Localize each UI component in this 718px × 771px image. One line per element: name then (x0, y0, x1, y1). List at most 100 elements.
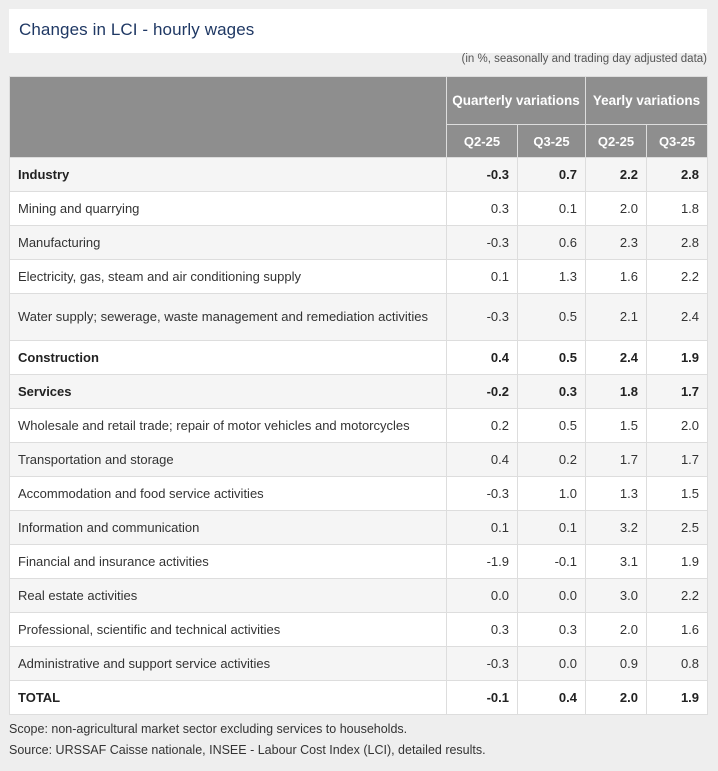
row-value: 0.8 (645, 646, 709, 681)
table-row: Water supply; sewerage, waste management… (9, 293, 709, 341)
row-value: 0.1 (446, 259, 518, 294)
row-label: TOTAL (9, 680, 447, 715)
header-col-quarterly-q2: Q2-25 (446, 124, 518, 158)
row-label: Financial and insurance activities (9, 544, 447, 579)
row-label: Services (9, 374, 447, 409)
table-row: Information and communication 0.1 0.1 3.2 2.… (9, 510, 709, 545)
row-value: 2.8 (645, 225, 709, 260)
row-value: 0.3 (446, 612, 518, 647)
header-empty-cell (9, 76, 447, 158)
row-value: 3.1 (585, 544, 647, 579)
table-body: Industry -0.3 0.7 2.2 2.8 Mining and quarryin… (9, 157, 709, 715)
row-value: 1.7 (645, 374, 709, 409)
scope-note: Scope: non-agricultural market sector ex… (9, 722, 408, 736)
row-value: -1.9 (446, 544, 518, 579)
row-value: 1.8 (585, 374, 647, 409)
row-value: 2.0 (585, 680, 647, 715)
row-label: Electricity, gas, steam and air conditio… (9, 259, 447, 294)
row-label: Information and communication (9, 510, 447, 545)
row-label: Administrative and support service activ… (9, 646, 447, 681)
row-value: 2.3 (585, 225, 647, 260)
header-col-yearly-q2: Q2-25 (585, 124, 647, 158)
row-value: 0.1 (517, 510, 586, 545)
row-value: -0.2 (446, 374, 518, 409)
row-label: Wholesale and retail trade; repair of mo… (9, 408, 447, 443)
row-value: 1.9 (645, 680, 709, 715)
row-value: 1.6 (645, 612, 709, 647)
row-value: 1.9 (645, 340, 709, 375)
row-value: 1.9 (645, 544, 709, 579)
row-value: 1.7 (645, 442, 709, 477)
row-value: -0.1 (517, 544, 586, 579)
table-row: Wholesale and retail trade; repair of mo… (9, 408, 709, 443)
table-row: Accommodation and food service activitie… (9, 476, 709, 511)
table-row: Electricity, gas, steam and air conditio… (9, 259, 709, 294)
row-value: 0.1 (446, 510, 518, 545)
row-value: 0.0 (446, 578, 518, 613)
header-col-yearly-q3: Q3-25 (645, 124, 709, 158)
row-value: 1.3 (585, 476, 647, 511)
row-label: Industry (9, 157, 447, 192)
row-label: Mining and quarrying (9, 191, 447, 226)
title-panel: Changes in LCI - hourly wages (9, 9, 707, 53)
table-row: Administrative and support service activ… (9, 646, 709, 681)
footnotes: Scope: non-agricultural market sector ex… (9, 719, 486, 761)
row-value: -0.3 (446, 476, 518, 511)
row-value: 3.0 (585, 578, 647, 613)
row-value: 0.4 (446, 340, 518, 375)
row-value: 0.5 (517, 340, 586, 375)
table-row: Financial and insurance activities -1.9 -0… (9, 544, 709, 579)
row-value: 0.3 (517, 612, 586, 647)
row-value: 1.6 (585, 259, 647, 294)
row-value: 2.1 (585, 293, 647, 341)
row-value: 1.7 (585, 442, 647, 477)
page-title: Changes in LCI - hourly wages (19, 20, 255, 39)
row-value: -0.3 (446, 225, 518, 260)
table-row: Professional, scientific and technical a… (9, 612, 709, 647)
row-value: 0.4 (446, 442, 518, 477)
row-value: 0.3 (517, 374, 586, 409)
header-group-yearly: Yearly variations (584, 76, 709, 125)
row-label: Transportation and storage (9, 442, 447, 477)
table-row: Real estate activities 0.0 0.0 3.0 2.2 (9, 578, 709, 613)
table-row: Manufacturing -0.3 0.6 2.3 2.8 (9, 225, 709, 260)
row-value: 1.0 (517, 476, 586, 511)
row-value: 0.3 (446, 191, 518, 226)
row-value: -0.3 (446, 157, 518, 192)
row-value: 0.9 (585, 646, 647, 681)
lci-table: Quarterly variations Yearly variations Q… (9, 76, 709, 715)
row-value: 3.2 (585, 510, 647, 545)
row-value: 0.2 (517, 442, 586, 477)
row-value: 1.8 (645, 191, 709, 226)
row-value: 1.5 (645, 476, 709, 511)
row-value: -0.3 (446, 293, 518, 341)
row-value: 1.5 (585, 408, 647, 443)
row-value: 0.6 (517, 225, 586, 260)
row-value: 0.2 (446, 408, 518, 443)
row-value: 0.0 (517, 646, 586, 681)
header-group-quarterly: Quarterly variations (446, 76, 586, 125)
row-value: 0.5 (517, 408, 586, 443)
row-label: Water supply; sewerage, waste management… (9, 293, 447, 341)
header-col-quarterly-q3: Q3-25 (517, 124, 586, 158)
row-value: 2.8 (645, 157, 709, 192)
row-value: 2.0 (585, 612, 647, 647)
table-row: Services -0.2 0.3 1.8 1.7 (9, 374, 709, 409)
row-value: 1.3 (517, 259, 586, 294)
row-value: 2.0 (585, 191, 647, 226)
row-value: 2.0 (645, 408, 709, 443)
row-value: -0.3 (446, 646, 518, 681)
row-value: 2.2 (645, 259, 709, 294)
row-label: Construction (9, 340, 447, 375)
row-value: 0.0 (517, 578, 586, 613)
row-value: 0.7 (517, 157, 586, 192)
row-value: 2.2 (585, 157, 647, 192)
unit-note: (in %, seasonally and trading day adjust… (461, 53, 708, 65)
row-label: Accommodation and food service activitie… (9, 476, 447, 511)
source-note: Source: URSSAF Caisse nationale, INSEE -… (9, 743, 486, 757)
table-row: Construction 0.4 0.5 2.4 1.9 (9, 340, 709, 375)
table-row: Transportation and storage 0.4 0.2 1.7 1.7 (9, 442, 709, 477)
row-value: 0.5 (517, 293, 586, 341)
table-row: TOTAL -0.1 0.4 2.0 1.9 (9, 680, 709, 715)
table-row: Mining and quarrying 0.3 0.1 2.0 1.8 (9, 191, 709, 226)
